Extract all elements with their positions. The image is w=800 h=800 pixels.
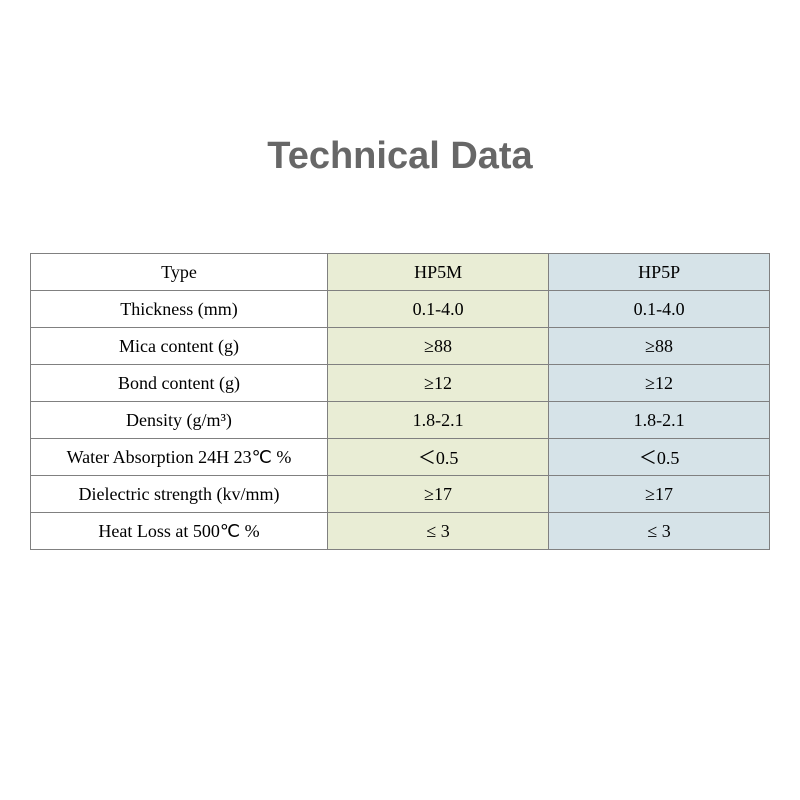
cell-hp5m: ≤ 3 [327,513,548,550]
cell-hp5m: ≥88 [327,328,548,365]
cell-label: Heat Loss at 500℃ % [31,513,328,550]
cell-label: Dielectric strength (kv/mm) [31,476,328,513]
technical-data-table: Type HP5M HP5P Thickness (mm) 0.1-4.0 0.… [30,253,770,550]
cell-hp5m: 1.8-2.1 [327,402,548,439]
cell-hp5p: HP5P [549,254,770,291]
page-title: Technical Data [267,135,532,178]
cell-hp5p: ≥88 [549,328,770,365]
cell-label: Type [31,254,328,291]
cell-hp5m: ≥17 [327,476,548,513]
table-row: Mica content (g) ≥88 ≥88 [31,328,770,365]
table-row: Type HP5M HP5P [31,254,770,291]
cell-hp5p: ＜0.5 [549,439,770,476]
cell-hp5m: ＜0.5 [327,439,548,476]
cell-label: Water Absorption 24H 23℃ % [31,439,328,476]
table-row: Density (g/m³) 1.8-2.1 1.8-2.1 [31,402,770,439]
table-row: Bond content (g) ≥12 ≥12 [31,365,770,402]
table-row: Water Absorption 24H 23℃ % ＜0.5 ＜0.5 [31,439,770,476]
table-body: Type HP5M HP5P Thickness (mm) 0.1-4.0 0.… [31,254,770,550]
cell-label: Bond content (g) [31,365,328,402]
cell-label: Mica content (g) [31,328,328,365]
cell-hp5p: ≥12 [549,365,770,402]
cell-hp5p: 1.8-2.1 [549,402,770,439]
cell-hp5m: 0.1-4.0 [327,291,548,328]
cell-label: Thickness (mm) [31,291,328,328]
table-row: Dielectric strength (kv/mm) ≥17 ≥17 [31,476,770,513]
cell-hp5p: 0.1-4.0 [549,291,770,328]
cell-hp5m: ≥12 [327,365,548,402]
cell-hp5p: ≥17 [549,476,770,513]
cell-label: Density (g/m³) [31,402,328,439]
table-row: Heat Loss at 500℃ % ≤ 3 ≤ 3 [31,513,770,550]
table-row: Thickness (mm) 0.1-4.0 0.1-4.0 [31,291,770,328]
cell-hp5p: ≤ 3 [549,513,770,550]
cell-hp5m: HP5M [327,254,548,291]
